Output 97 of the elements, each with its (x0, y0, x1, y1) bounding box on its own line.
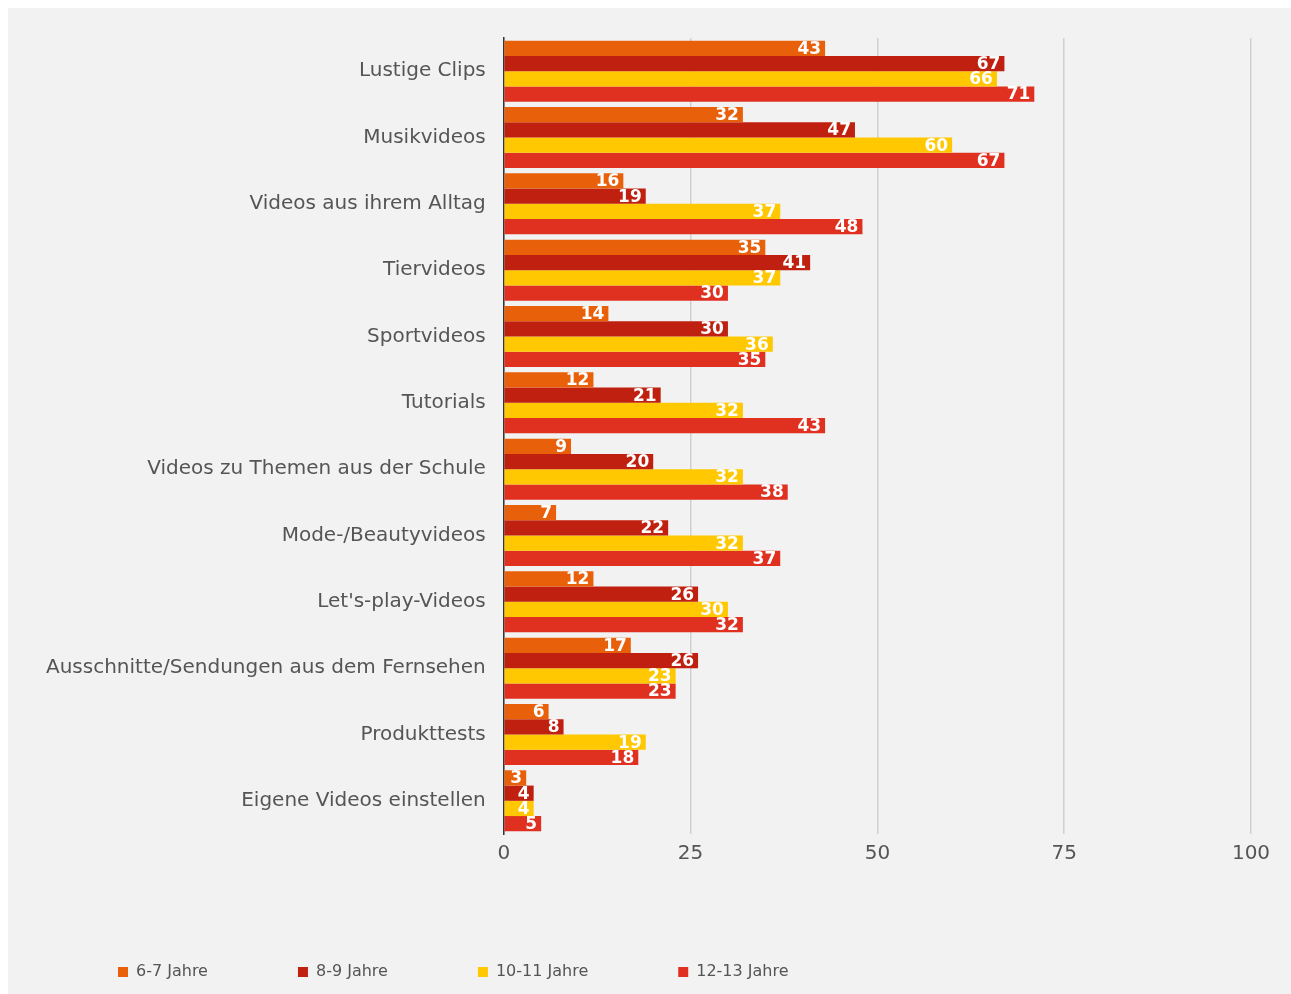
data-label: 32 (715, 104, 739, 125)
y-tick-label: Produkttests (360, 720, 486, 745)
x-tick-label: 25 (677, 840, 704, 865)
bar (504, 535, 743, 551)
bar (504, 219, 863, 235)
data-label: 30 (700, 282, 725, 303)
data-label: 5 (525, 813, 538, 834)
bar (504, 372, 594, 388)
data-label: 16 (595, 170, 620, 191)
bar (504, 336, 773, 352)
data-label: 14 (580, 303, 605, 324)
data-label: 66 (969, 68, 993, 89)
data-label: 3 (510, 767, 523, 788)
data-label: 21 (633, 384, 657, 405)
bar (504, 668, 676, 684)
data-label: 37 (752, 547, 777, 568)
data-label: 19 (618, 185, 642, 206)
y-tick-label: Videos zu Themen aus der Schule (147, 455, 486, 480)
y-tick-label: Mode-/Beautyvideos (281, 521, 486, 546)
y-tick-label: Eigene Videos einstellen (241, 787, 486, 812)
bar (504, 137, 953, 153)
bar (504, 484, 788, 500)
bar (504, 285, 728, 301)
x-tick-label: 75 (1051, 840, 1077, 865)
bar (504, 637, 631, 653)
x-tick-label: 0 (497, 840, 511, 865)
legend-label: 8-9 Jahre (315, 961, 388, 981)
data-label: 38 (760, 481, 784, 502)
bar (504, 173, 624, 189)
bar (504, 86, 1035, 102)
data-label: 12 (565, 369, 590, 390)
bar (504, 520, 669, 536)
legend-label: 10-11 Jahre (495, 961, 589, 981)
y-tick-label: Videos aus ihrem Alltag (249, 190, 486, 215)
data-label: 32 (715, 532, 739, 553)
bar (504, 254, 811, 271)
bar (504, 40, 826, 56)
data-label: 22 (640, 517, 665, 538)
data-label: 67 (976, 149, 1001, 170)
bar (504, 152, 1005, 169)
legend-label: 12-13 Jahre (696, 961, 789, 981)
bar (504, 652, 699, 669)
data-label: 12 (565, 568, 590, 589)
y-tick-label: Lustige Clips (358, 57, 486, 82)
x-tick-label: 100 (1231, 840, 1271, 865)
data-label: 32 (715, 466, 739, 487)
bar (504, 617, 743, 633)
bar (504, 203, 781, 220)
y-tick-label: Let's-play-Videos (317, 588, 486, 613)
y-tick-label: Tutorials (400, 389, 486, 414)
bar (504, 270, 781, 286)
data-label: 71 (1006, 83, 1031, 104)
data-label: 37 (752, 200, 777, 221)
bar (504, 601, 728, 618)
data-label: 6 (532, 701, 545, 722)
bar (504, 239, 766, 255)
bar (504, 188, 646, 204)
bar (504, 55, 1005, 72)
y-tick-label: Sportvideos (367, 322, 486, 347)
data-label: 30 (700, 318, 725, 339)
data-label: 9 (555, 435, 568, 456)
data-label: 32 (715, 399, 739, 420)
data-label: 20 (625, 450, 650, 471)
data-label: 41 (782, 251, 807, 272)
bar (504, 418, 826, 434)
data-label: 43 (797, 415, 822, 436)
data-label: 60 (924, 134, 949, 155)
bar (504, 387, 661, 403)
bar (504, 683, 676, 699)
data-label: 32 (715, 614, 739, 635)
data-label: 7 (540, 502, 553, 523)
data-label: 26 (670, 649, 695, 670)
bar (504, 351, 766, 368)
bar (504, 734, 646, 750)
bar (504, 71, 997, 87)
data-label: 26 (670, 583, 695, 604)
data-label: 48 (834, 216, 859, 237)
bar (504, 106, 743, 123)
data-label: 8 (547, 716, 560, 737)
x-tick-label: 50 (864, 840, 891, 865)
y-tick-label: Tiervideos (382, 256, 486, 281)
bar (504, 122, 855, 138)
bar (504, 321, 728, 337)
bar (504, 586, 699, 602)
bar (504, 719, 564, 735)
data-label: 47 (827, 119, 851, 140)
y-tick-label: Ausschnitte/Sendungen aus dem Fernsehen (45, 654, 486, 679)
bar (504, 571, 594, 587)
bar (504, 469, 743, 485)
bar (504, 402, 743, 419)
legend-label: 6-7 Jahre (136, 961, 208, 981)
data-label: 43 (797, 37, 822, 58)
data-label: 37 (752, 267, 777, 288)
data-label: 35 (737, 236, 762, 257)
data-label: 17 (603, 634, 627, 655)
bar (504, 550, 781, 567)
y-tick-label: Musikvideos (363, 123, 486, 148)
